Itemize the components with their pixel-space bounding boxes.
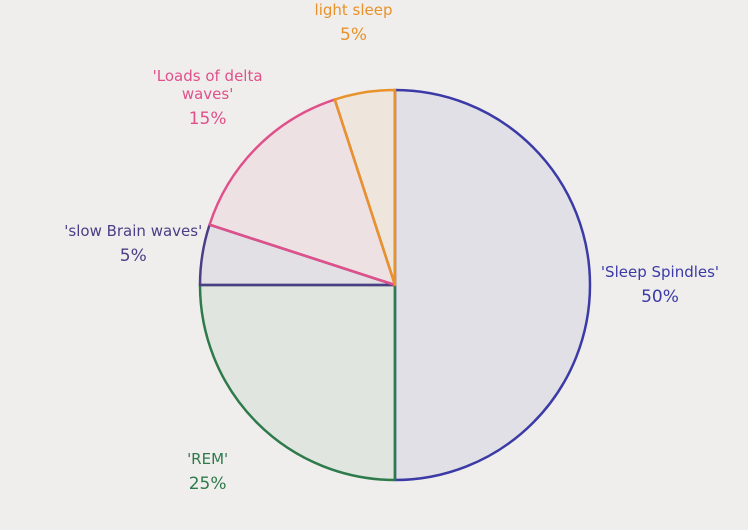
pie-slice <box>198 283 397 482</box>
category-label: 'REM' <box>187 450 229 469</box>
slice-label: 'REM' 25% <box>133 450 283 494</box>
category-label: 'Sleep Spindles' <box>600 263 720 281</box>
category-label: 'Loads of delta waves' <box>152 66 263 103</box>
value-label: 5% <box>340 25 368 46</box>
category-label: 'slow Brain waves' <box>64 221 203 240</box>
pie-slice <box>393 88 592 482</box>
category-label: light sleep <box>314 1 393 20</box>
pie-slice <box>333 88 397 287</box>
value-label: 50% <box>641 287 679 307</box>
value-label: 25% <box>188 474 227 495</box>
slice-label: 'slow Brain waves' 5% <box>58 222 208 266</box>
slice-label: light sleep 5% <box>279 1 429 45</box>
slice-label: 'Loads of delta waves' 15% <box>133 67 283 129</box>
value-label: 5% <box>119 245 147 266</box>
value-label: 15% <box>188 108 227 129</box>
slice-label: 'Sleep Spindles' 50% <box>585 263 735 307</box>
